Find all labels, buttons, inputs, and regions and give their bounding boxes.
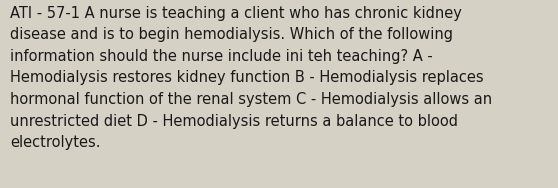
Text: ATI - 57-1 A nurse is teaching a client who has chronic kidney
disease and is to: ATI - 57-1 A nurse is teaching a client … [10,6,492,150]
